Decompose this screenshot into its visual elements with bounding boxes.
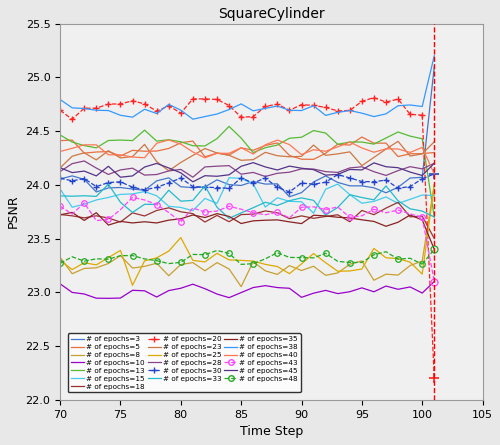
Y-axis label: PSNR: PSNR bbox=[7, 195, 20, 228]
Legend: # of epochs=3, # of epochs=5, # of epochs=8, # of epochs=10, # of epochs=13, # o: # of epochs=3, # of epochs=5, # of epoch… bbox=[68, 333, 301, 392]
Title: SquareCylinder: SquareCylinder bbox=[218, 7, 324, 21]
X-axis label: Time Step: Time Step bbox=[240, 425, 303, 438]
